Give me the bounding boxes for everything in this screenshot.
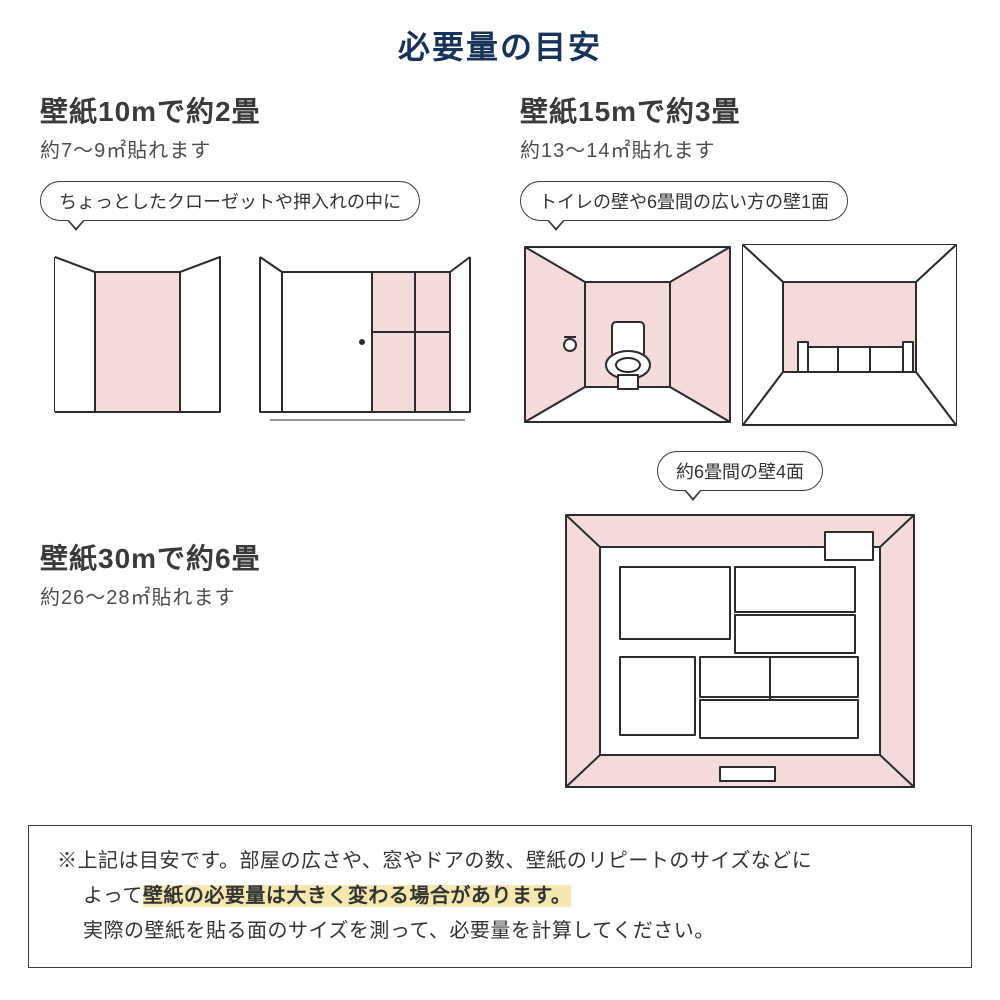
panel-30m-illustration bbox=[520, 507, 960, 797]
top-row: 壁紙10mで約2畳 約7～9㎡貼れます ちょっとしたクローゼットや押入れの中に bbox=[0, 68, 1000, 437]
page-title: 必要量の目安 bbox=[0, 0, 1000, 68]
panel-10m-lead: 壁紙10mで約2畳 bbox=[40, 90, 480, 130]
panel-15m-illustration bbox=[520, 237, 960, 437]
panel-30m: 壁紙30mで約6畳 約26～28㎡貼れます bbox=[40, 447, 480, 610]
panel-30m-lead: 壁紙30mで約6畳 bbox=[40, 537, 480, 577]
footer-note: ※上記は目安です。部屋の広さや、窓やドアの数、壁紙のリピートのサイズなどに よっ… bbox=[28, 825, 972, 968]
note-line-2a: よって bbox=[83, 885, 143, 907]
panel-10m-illustration bbox=[40, 237, 480, 432]
note-line-1: ※上記は目安です。部屋の広さや、窓やドアの数、壁紙のリピートのサイズなどに bbox=[57, 844, 943, 879]
panel-10m: 壁紙10mで約2畳 約7～9㎡貼れます ちょっとしたクローゼットや押入れの中に bbox=[40, 90, 480, 437]
note-highlight: 壁紙の必要量は大きく変わる場合があります。 bbox=[143, 885, 572, 907]
panel-30m-figure: 約6畳間の壁4面 bbox=[520, 447, 960, 797]
bottom-row: 壁紙30mで約6畳 約26～28㎡貼れます 約6畳間の壁4面 bbox=[0, 437, 1000, 797]
panel-15m-bubble: トイレの壁や6畳間の広い方の壁1面 bbox=[520, 181, 848, 221]
panel-15m-lead: 壁紙15mで約3畳 bbox=[520, 90, 960, 130]
panel-15m-sub: 約13～14㎡貼れます bbox=[520, 134, 960, 163]
panel-10m-bubble: ちょっとしたクローゼットや押入れの中に bbox=[40, 181, 420, 221]
note-line-3: 実際の壁紙を貼る面のサイズを測って、必要量を計算してください。 bbox=[57, 914, 943, 949]
panel-10m-sub: 約7～9㎡貼れます bbox=[40, 134, 480, 163]
panel-15m: 壁紙15mで約3畳 約13～14㎡貼れます トイレの壁や6畳間の広い方の壁1面 bbox=[520, 90, 960, 437]
panel-30m-bubble: 約6畳間の壁4面 bbox=[657, 451, 823, 491]
note-line-2: よって壁紙の必要量は大きく変わる場合があります。 bbox=[57, 879, 943, 914]
panel-30m-sub: 約26～28㎡貼れます bbox=[40, 581, 480, 610]
